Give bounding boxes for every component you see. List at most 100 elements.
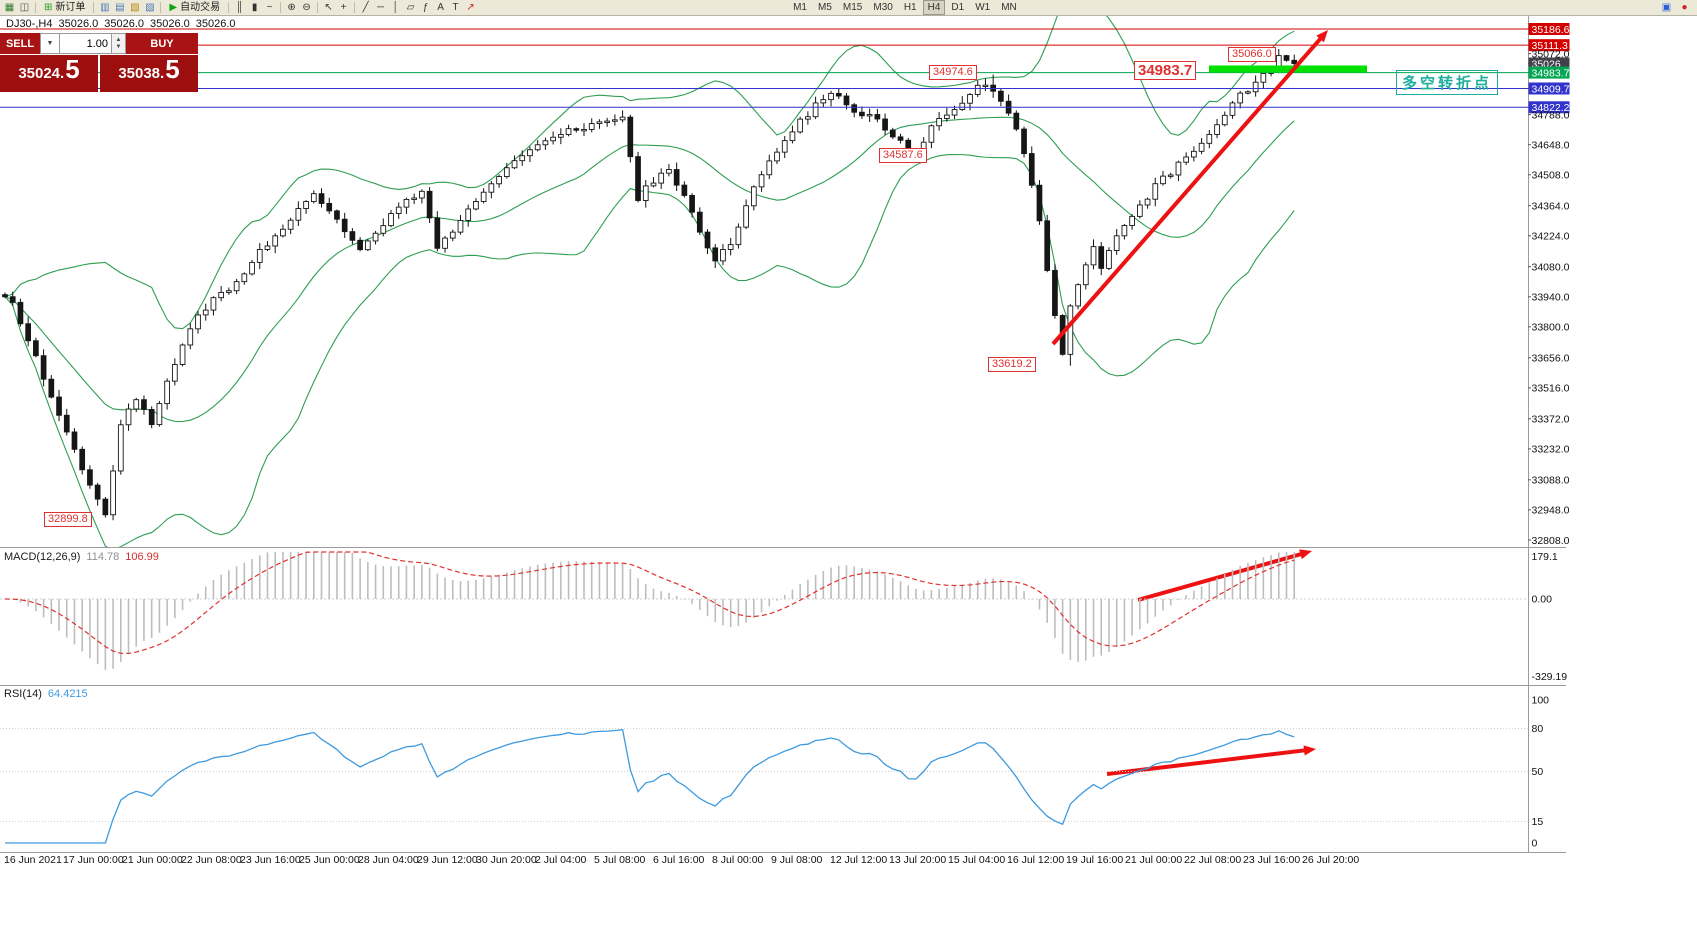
timeframe-m15[interactable]: M15 — [842, 2, 863, 13]
volume-input[interactable] — [60, 33, 112, 54]
rsi-value: 64.4215 — [47, 688, 88, 700]
symbol-period-label: DJ30-,H4 — [6, 18, 53, 30]
svg-text:34224.0: 34224.0 — [1532, 231, 1570, 243]
price-marker[interactable]: 35066.0 — [1228, 47, 1276, 62]
new-order-button-icon: ⊞ — [44, 1, 53, 13]
svg-text:33800.0: 33800.0 — [1532, 322, 1570, 334]
rsi-line — [5, 728, 1295, 844]
rsi-levels — [0, 728, 1528, 823]
timeframe-h4[interactable]: H4 — [922, 0, 946, 15]
stepper-down-icon: ▼ — [115, 43, 122, 50]
price-axis: 35186.635111.335072.03502634983.734909.7… — [1528, 23, 1570, 850]
timeframe-w1[interactable]: W1 — [975, 2, 991, 13]
svg-text:21 Jul 00:00: 21 Jul 00:00 — [1125, 854, 1182, 866]
timeframe-mn[interactable]: MN — [1001, 2, 1017, 13]
buy-price-pips: 5 — [165, 54, 180, 84]
svg-text:6 Jul 16:00: 6 Jul 16:00 — [653, 854, 705, 866]
market-watch-icon[interactable]: ▥ — [100, 1, 110, 13]
toolbar-separator — [160, 2, 162, 13]
autotrading-button-icon: ▶ — [169, 1, 178, 13]
price-marker[interactable]: 34587.6 — [879, 148, 927, 163]
autotrading-button[interactable]: ▶ 自动交易 — [164, 1, 225, 15]
bar-chart-mode-icon[interactable]: ║ — [236, 1, 244, 13]
toolbar-separator — [354, 2, 356, 13]
macd-name: MACD(12,26,9) — [4, 551, 81, 563]
svg-text:17 Jun 00:00: 17 Jun 00:00 — [63, 854, 124, 866]
text-tool-icon[interactable]: A — [437, 1, 444, 13]
svg-text:22 Jul 08:00: 22 Jul 08:00 — [1184, 854, 1241, 866]
toolbar: ▦ ◫ ⊞ 新订单 ▥ ▤ ▧ ▨ ▶ 自动交易 ║ ▮ ~ ⊕ ⊖ ↖ + ╱ ─ │ ▱ ƒ A T ↗ M1 M5 M15 M3… — [0, 0, 1697, 16]
buy-button[interactable]: BUY — [126, 33, 198, 54]
new-chart-icon[interactable]: ◫ — [19, 1, 30, 13]
candle-chart-mode-icon[interactable]: ▮ — [251, 1, 258, 13]
timeframe-m30[interactable]: M30 — [873, 2, 893, 13]
annotation-turning-point[interactable]: 多空转折点 — [1396, 70, 1499, 95]
svg-text:34788.0: 34788.0 — [1532, 109, 1570, 121]
svg-text:34364.0: 34364.0 — [1532, 201, 1570, 213]
svg-text:22 Jun 08:00: 22 Jun 08:00 — [181, 854, 242, 866]
label-tool-icon[interactable]: T — [452, 1, 459, 13]
toolbar-right: ▣ ● — [1659, 1, 1695, 15]
svg-text:2 Jul 04:00: 2 Jul 04:00 — [535, 854, 587, 866]
timeframe-m5[interactable]: M5 — [818, 2, 832, 13]
sell-button[interactable]: SELL — [0, 33, 40, 54]
alert-icon[interactable]: ● — [1681, 1, 1688, 13]
macd-histogram — [0, 552, 1528, 670]
terminal-window-icon[interactable]: ▨ — [145, 1, 155, 13]
svg-text:23 Jun 16:00: 23 Jun 16:00 — [240, 854, 301, 866]
zoom-in-icon[interactable]: ⊕ — [287, 1, 296, 13]
volume-stepper[interactable]: ▲ ▼ — [112, 33, 126, 54]
price-marker[interactable]: 33619.2 — [988, 357, 1036, 372]
svg-text:15 Jul 04:00: 15 Jul 04:00 — [948, 854, 1005, 866]
crosshair-icon[interactable]: + — [340, 1, 347, 13]
svg-text:33940.0: 33940.0 — [1532, 292, 1570, 304]
panel-frame — [0, 16, 1566, 853]
navigator-icon[interactable]: ▧ — [130, 1, 140, 13]
cursor-icon[interactable]: ↖ — [324, 1, 333, 13]
price-marker[interactable]: 34983.7 — [1134, 61, 1197, 80]
price-marker[interactable]: 32899.8 — [44, 512, 92, 527]
svg-text:29 Jun 12:00: 29 Jun 12:00 — [417, 854, 478, 866]
new-order-button[interactable]: ⊞ 新订单 — [39, 1, 90, 15]
svg-text:16 Jun 2021: 16 Jun 2021 — [4, 854, 62, 866]
new-order-button-label: 新订单 — [55, 1, 86, 13]
svg-text:28 Jun 04:00: 28 Jun 04:00 — [358, 854, 419, 866]
line-chart-mode-icon[interactable]: ~ — [266, 1, 273, 13]
sell-price[interactable]: 35024. 5 — [0, 55, 98, 92]
terminal-icon[interactable]: ▦ — [4, 1, 15, 13]
svg-text:-329.19: -329.19 — [1532, 671, 1568, 683]
zoom-out-icon[interactable]: ⊖ — [302, 1, 311, 13]
channel-icon[interactable]: ▱ — [406, 1, 415, 13]
chart-window-icon[interactable]: ▣ — [1661, 1, 1672, 13]
timeframe-h1[interactable]: H1 — [903, 2, 917, 13]
svg-text:100: 100 — [1532, 695, 1550, 707]
timeframe-d1[interactable]: D1 — [951, 2, 965, 13]
svg-text:16 Jul 12:00: 16 Jul 12:00 — [1007, 854, 1064, 866]
svg-text:33656.0: 33656.0 — [1532, 353, 1570, 365]
price-marker[interactable]: 34974.6 — [929, 65, 977, 80]
ohlc-low: 35026.0 — [150, 18, 190, 30]
svg-text:33516.0: 33516.0 — [1532, 383, 1570, 395]
ohlc-high: 35026.0 — [104, 18, 144, 30]
buy-price[interactable]: 35038. 5 — [100, 55, 198, 92]
fibonacci-icon[interactable]: ƒ — [422, 1, 429, 13]
toolbar-separator — [317, 2, 319, 13]
data-window-icon[interactable]: ▤ — [115, 1, 125, 13]
svg-text:25 Jun 00:00: 25 Jun 00:00 — [299, 854, 360, 866]
vertical-line-icon[interactable]: │ — [392, 1, 399, 13]
svg-text:15: 15 — [1532, 816, 1544, 828]
trend-arrows — [1051, 30, 1328, 776]
volume-dropdown[interactable]: ▼ — [40, 33, 60, 54]
chart-title: DJ30-,H4 35026.0 35026.0 35026.0 35026.0 — [6, 18, 236, 30]
svg-text:179.1: 179.1 — [1532, 551, 1558, 563]
candles — [2, 49, 1298, 521]
bollinger-bands — [4, 16, 1295, 548]
svg-text:35072.0: 35072.0 — [1532, 48, 1570, 60]
timeframe-m1[interactable]: M1 — [793, 2, 807, 13]
trendline-icon[interactable]: ╱ — [362, 1, 369, 13]
arrow-tool-icon[interactable]: ↗ — [466, 1, 475, 13]
macd-label: MACD(12,26,9) 114.78 106.99 — [4, 551, 159, 563]
horizontal-line-icon[interactable]: ─ — [377, 1, 385, 13]
